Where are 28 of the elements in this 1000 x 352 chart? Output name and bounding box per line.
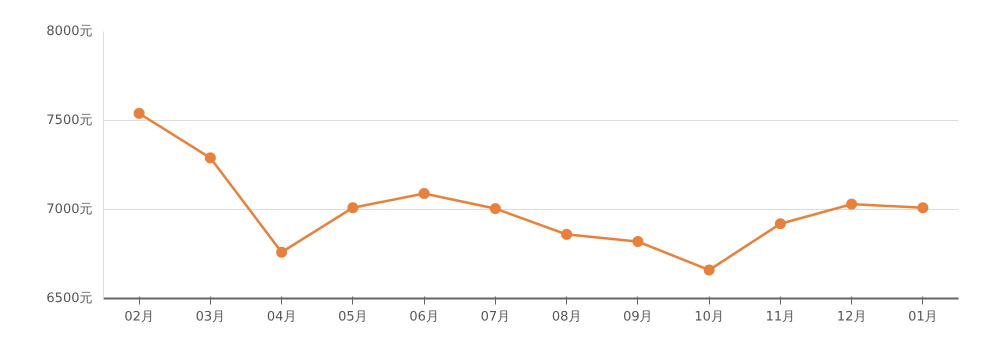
y-tick-label: 8000元 — [46, 24, 93, 39]
y-tick-label: 7000元 — [46, 202, 93, 217]
point — [134, 108, 145, 119]
x-tick-label: 05月 — [338, 310, 368, 324]
x-tick-label: 01月 — [908, 310, 938, 324]
point — [418, 188, 430, 199]
x-tick-label: 12月 — [836, 310, 866, 324]
x-tick-label: 08月 — [552, 310, 582, 324]
point — [917, 202, 928, 214]
y-tick-label: 7500元 — [46, 113, 93, 128]
point — [490, 203, 501, 214]
x-tick-label: 06月 — [409, 310, 439, 324]
point — [561, 228, 572, 240]
point — [347, 202, 358, 214]
x-tick-label: 03月 — [196, 310, 226, 324]
x-tick-label: 07月 — [480, 310, 510, 324]
point — [704, 264, 715, 276]
x-tick-label: 10月 — [694, 310, 724, 324]
point — [774, 218, 786, 230]
x-tick-label: 09月 — [623, 310, 653, 324]
x-tick-label: 11月 — [766, 310, 796, 324]
point — [632, 236, 644, 248]
point — [204, 152, 216, 164]
point — [846, 198, 858, 210]
point — [276, 246, 288, 258]
x-tick-label: 02月 — [124, 310, 154, 324]
x-tick-label: 04月 — [266, 310, 296, 324]
y-tick-label: 6500元 — [46, 291, 93, 306]
